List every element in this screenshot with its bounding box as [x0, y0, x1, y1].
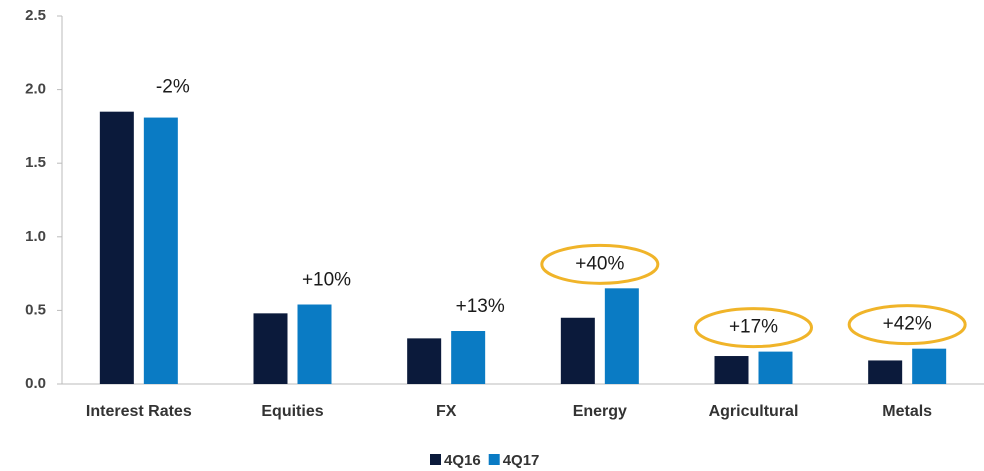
y-tick-label: 2.5 [25, 7, 46, 24]
annotation-circle [694, 307, 813, 349]
bar [912, 348, 947, 384]
y-tick-label: 0.0 [25, 375, 46, 392]
bar [253, 313, 288, 384]
legend-label: 4Q16 [444, 452, 481, 469]
x-tick-label: Equities [261, 403, 323, 420]
y-tick-label: 2.0 [25, 81, 46, 98]
x-tick-label: Agricultural [709, 403, 799, 420]
bar [714, 356, 749, 384]
bar [604, 288, 639, 384]
annotation: +17% [729, 317, 778, 338]
x-tick-label: FX [436, 403, 457, 420]
bar [560, 317, 595, 384]
bar [143, 117, 178, 385]
y-tick-label: 1.0 [25, 228, 46, 245]
bar [451, 331, 486, 384]
legend-label: 4Q17 [503, 452, 540, 469]
bar [297, 304, 332, 384]
x-tick-label: Metals [882, 403, 932, 420]
bar [99, 111, 134, 385]
legend-swatch [488, 454, 500, 465]
bar [407, 338, 442, 384]
annotation: -2% [156, 77, 190, 98]
bar [868, 360, 903, 384]
bar [758, 351, 793, 384]
annotation: +42% [883, 314, 932, 335]
annotation: +13% [456, 296, 505, 317]
y-tick-label: 0.5 [25, 301, 46, 318]
y-tick-label: 1.5 [25, 154, 46, 171]
x-tick-label: Energy [573, 403, 627, 420]
annotation: +10% [302, 270, 351, 291]
annotation-circle [540, 243, 660, 285]
x-tick-label: Interest Rates [86, 403, 192, 420]
annotation: +40% [575, 253, 624, 274]
legend-swatch [430, 454, 441, 465]
annotation-circle [847, 304, 967, 346]
